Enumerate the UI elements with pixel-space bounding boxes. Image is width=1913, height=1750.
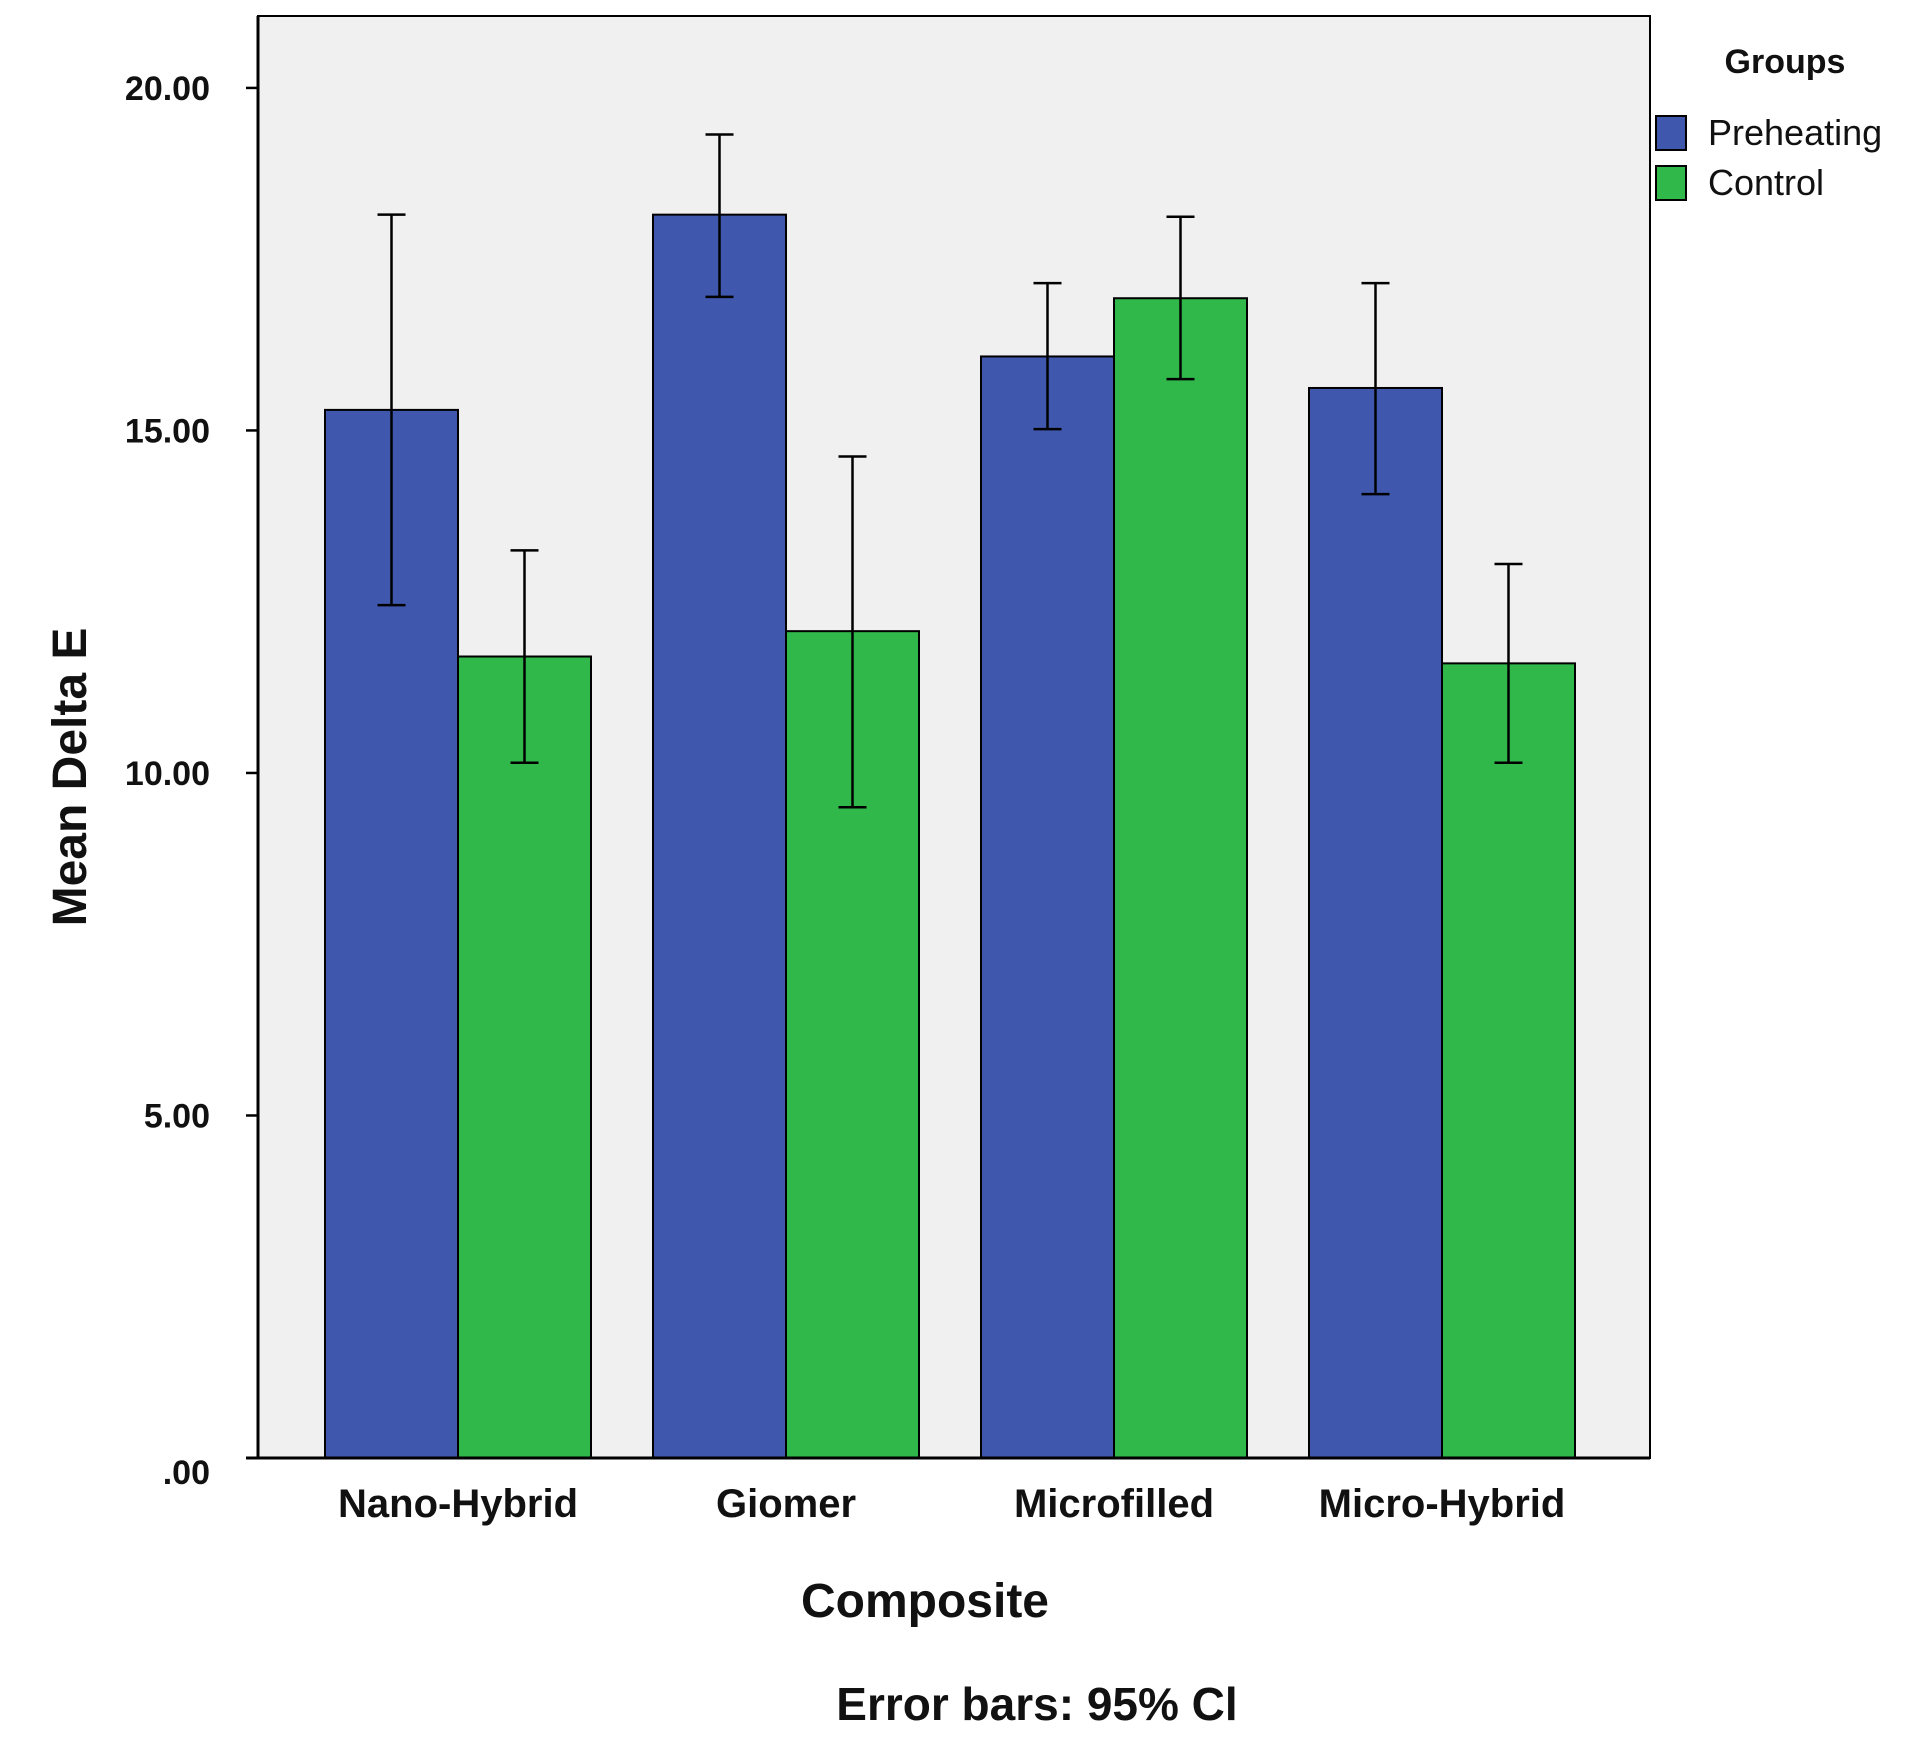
legend-title: Groups xyxy=(1725,43,1846,81)
x-tick-label: Nano-Hybrid xyxy=(338,1482,578,1526)
error-bar-control-microfilled xyxy=(1166,215,1195,381)
legend-swatch-preheating xyxy=(1655,115,1687,151)
error-bar-preheating-giomer xyxy=(705,133,734,299)
x-axis-title: Composite xyxy=(801,1575,1049,1628)
legend: Groups Preheating Control xyxy=(1655,43,1882,203)
y-tick-label: 10.00 xyxy=(125,755,210,793)
x-tick-label: Microfilled xyxy=(1014,1482,1214,1526)
error-bars-note: Error bars: 95% Cl xyxy=(836,1678,1237,1730)
y-tick-label: 15.00 xyxy=(125,412,210,450)
error-bar-control-micro-hybrid xyxy=(1494,562,1523,764)
error-bar-control-nano-hybrid xyxy=(510,549,539,764)
bar-preheating-microfilled xyxy=(980,355,1115,1459)
y-axis-title: Mean Delta E xyxy=(44,628,97,927)
y-ticks-layer: .00 5.00 10.00 15.00 20.00 xyxy=(125,70,258,1492)
error-bar-preheating-nano-hybrid xyxy=(377,213,406,607)
bar-control-nano-hybrid xyxy=(457,655,592,1459)
y-tick-label: .00 xyxy=(163,1454,210,1492)
bar-control-micro-hybrid xyxy=(1441,662,1576,1459)
y-tick-label: 20.00 xyxy=(125,70,210,108)
x-tick-label: Micro-Hybrid xyxy=(1319,1482,1566,1526)
x-labels-layer: Nano-Hybrid Giomer Microfilled Micro-Hybrid xyxy=(338,1482,1565,1526)
legend-items: Preheating Control xyxy=(1655,112,1882,203)
bars-layer xyxy=(324,213,1576,1460)
x-tick-label: Giomer xyxy=(716,1482,856,1526)
bar-control-microfilled xyxy=(1113,297,1248,1460)
legend-label-preheating: Preheating xyxy=(1708,112,1882,153)
legend-label-control: Control xyxy=(1708,162,1824,203)
bar-preheating-giomer xyxy=(652,213,787,1460)
error-bars-layer xyxy=(377,133,1523,809)
error-bar-preheating-microfilled xyxy=(1033,281,1062,431)
legend-swatch-control xyxy=(1655,165,1687,201)
bar-preheating-micro-hybrid xyxy=(1308,386,1443,1459)
error-bar-control-giomer xyxy=(838,455,867,809)
y-tick-label: 5.00 xyxy=(144,1097,210,1135)
error-bar-preheating-micro-hybrid xyxy=(1361,281,1390,496)
